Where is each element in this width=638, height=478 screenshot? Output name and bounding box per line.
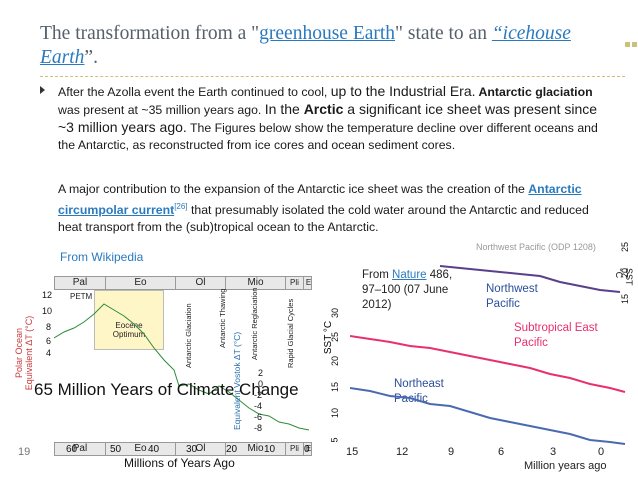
epoch-label: Eo [105,277,175,289]
slide-number: 19 [18,446,31,458]
xtick: 0 [304,444,310,455]
epoch-label: Pli [285,277,303,289]
polar-ocean-ylabel: Polar Ocean Equivalent ΔT (°C) [14,315,34,391]
epoch-label: Mio [225,443,285,455]
epoch-label: Ol [175,277,225,289]
xtick: 40 [148,444,160,455]
ytick: 6 [46,336,52,346]
wikipedia-link[interactable]: From Wikipedia [60,250,144,264]
epoch-band-bottom: Pal Eo Ol Mio Pli E [54,442,312,456]
ytick-right: 25 [620,241,631,253]
ytick: 12 [42,290,53,300]
event-label: Rapid Glacial Cycles [286,298,295,368]
ytick: 15 [330,381,341,393]
bullet-bold: Antarctic glaciation [475,85,593,99]
title-text-3: ”. [84,47,98,68]
sst-ylabel-right: SST °C [614,268,634,286]
xtick: 30 [186,444,198,455]
decor-square [632,42,637,47]
para-text: A major contribution to the expansion of… [58,182,529,196]
epoch-label: E [303,277,313,289]
bullet-bold: Arctic [303,101,344,117]
epoch-band-top: Pal Eo Ol Mio Pli E [54,276,312,290]
x-axis-label: Million years ago [524,460,607,472]
decor-square [625,42,630,47]
title-divider [40,76,625,77]
ytick: 10 [330,407,341,419]
ytick: 10 [42,306,53,316]
sst-figure: Northwest Pacific (ODP 1208) From Nature… [323,232,638,478]
ytick: 30 [330,307,341,319]
antarctic-current-link[interactable]: Antarctic circumpolar current [58,182,582,218]
current-paragraph: A major contribution to the expansion of… [58,181,603,236]
icehouse-earth-link[interactable]: “icehouse Earth [40,23,571,68]
xtick: 9 [448,446,455,458]
sst-curves [350,265,626,445]
title-text: The transformation from a " [40,23,260,44]
nature-link[interactable]: Nature [392,269,427,281]
epoch-label: Pli [285,443,303,455]
event-label: Antarctic Thawing [218,288,227,348]
ytick: -2 [254,390,263,400]
bullet-text: The Figures below show the temperature d… [58,121,598,152]
xtick: 12 [396,446,409,458]
petm-label: PETM [70,292,93,301]
epoch-label: Ol [175,443,225,455]
bullet-text: a significant ice sheet was present sinc… [58,101,598,135]
ytick: 4 [46,348,52,358]
xtick: 6 [498,446,505,458]
epoch-label: Pal [72,443,88,454]
series-label-northwest: Northwest Pacific [486,283,538,310]
source-annotation: From Nature 486, 97–100 (07 June 2012) [362,268,472,313]
ytick: -4 [254,401,263,411]
source-prefix: From [362,269,393,281]
bullet-text: In the [264,101,304,117]
climate-change-figure: Pal Eo Ol Mio Pli E Pal Eo Ol Mio Pli E … [14,268,314,470]
bullet-text: up to the Industrial Era. [330,83,476,99]
reference-link[interactable]: [26] [174,202,188,211]
source-rest: 486, 97–100 (07 June 2012) [362,269,453,311]
figure-caption: Northwest Pacific (ODP 1208) [476,242,596,252]
eocene-optimum-label: Eocene Optimum [112,321,146,339]
bullet-text: After the Azolla event the Earth continu… [58,85,331,99]
para-text: that presumably isolated the cold water … [58,203,589,235]
ytick: 8 [46,322,52,332]
event-label: Antarctic Glaciation [184,303,193,368]
xtick: 50 [110,444,122,455]
ytick: 25 [330,331,341,343]
xtick: 15 [346,446,359,458]
ytick: -6 [254,412,263,422]
xtick: 0 [598,446,605,458]
xtick: 20 [226,444,238,455]
epoch-label: Eo [105,443,175,455]
ytick: 20 [330,355,341,367]
x-axis-label: Millions of Years Ago [124,456,235,470]
greenhouse-earth-link[interactable]: greenhouse Earth [259,23,396,44]
xtick: 60 [66,444,78,455]
event-label: Antarctic Reglaciation [250,287,259,360]
ytick: 0 [258,379,264,389]
climate-curve [54,303,310,431]
ytick: -8 [254,423,263,433]
ytick: 2 [258,368,264,378]
xtick: 10 [264,444,276,455]
xtick: 3 [550,446,557,458]
slide-title: The transformation from a "greenhouse Ea… [40,22,620,70]
series-label-subtropical: Subtropical East Pacific [514,322,598,349]
epoch-label: Mio [225,277,285,289]
title-text-2: " state to an [395,23,492,44]
bullet-paragraph: After the Azolla event the Earth continu… [40,83,605,154]
epoch-label: Pal [72,277,88,288]
bullet-text: was present at ~35 million years ago. [58,103,265,117]
big-label: 65 Million Years of Climate Change [34,380,299,399]
epoch-label: E [303,443,313,455]
bullet-arrow-icon [40,86,45,94]
ytick: 5 [329,437,340,443]
